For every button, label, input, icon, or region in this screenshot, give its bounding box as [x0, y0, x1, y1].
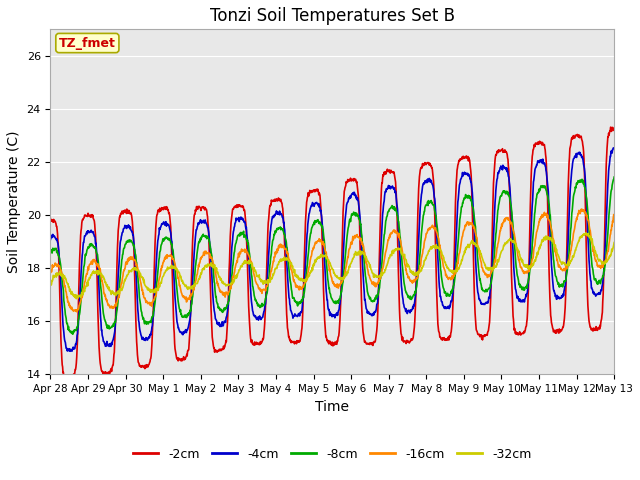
-8cm: [159, 238, 166, 244]
Line: -32cm: -32cm: [51, 233, 614, 299]
-16cm: [578, 206, 586, 212]
-8cm: [172, 279, 180, 285]
-8cm: [611, 174, 618, 180]
-16cm: [236, 254, 243, 260]
-4cm: [494, 171, 502, 177]
-8cm: [69, 331, 77, 337]
-4cm: [544, 181, 552, 187]
Y-axis label: Soil Temperature (C): Soil Temperature (C): [7, 131, 21, 273]
-32cm: [47, 280, 54, 286]
-2cm: [159, 205, 166, 211]
-32cm: [420, 258, 428, 264]
-4cm: [236, 219, 243, 225]
-4cm: [611, 145, 618, 151]
-8cm: [494, 208, 502, 214]
-2cm: [544, 196, 552, 202]
-32cm: [582, 230, 589, 236]
-32cm: [611, 240, 618, 245]
Line: -4cm: -4cm: [51, 148, 614, 351]
-16cm: [494, 241, 502, 247]
-8cm: [47, 247, 54, 252]
Legend: -2cm, -4cm, -8cm, -16cm, -32cm: -2cm, -4cm, -8cm, -16cm, -32cm: [128, 443, 536, 466]
-4cm: [610, 145, 618, 151]
-32cm: [236, 267, 243, 273]
-16cm: [159, 263, 166, 268]
-2cm: [607, 124, 614, 130]
X-axis label: Time: Time: [316, 400, 349, 414]
-2cm: [494, 148, 502, 154]
Line: -16cm: -16cm: [51, 209, 614, 312]
-16cm: [611, 212, 618, 218]
-16cm: [47, 270, 54, 276]
-2cm: [64, 376, 72, 382]
-4cm: [47, 237, 54, 242]
-2cm: [611, 127, 618, 132]
-16cm: [172, 267, 180, 273]
Line: -8cm: -8cm: [51, 177, 614, 334]
Text: TZ_fmet: TZ_fmet: [59, 36, 116, 49]
-32cm: [494, 259, 502, 265]
-2cm: [47, 216, 54, 222]
-16cm: [420, 240, 428, 246]
-2cm: [236, 203, 243, 209]
-2cm: [420, 162, 428, 168]
-8cm: [420, 209, 428, 215]
Title: Tonzi Soil Temperatures Set B: Tonzi Soil Temperatures Set B: [210, 7, 455, 25]
Line: -2cm: -2cm: [51, 127, 614, 379]
-8cm: [236, 231, 243, 237]
-16cm: [73, 309, 81, 315]
-2cm: [172, 353, 180, 359]
-8cm: [544, 192, 552, 198]
-4cm: [172, 310, 180, 315]
-4cm: [420, 180, 428, 186]
-32cm: [172, 266, 180, 272]
-16cm: [544, 212, 552, 218]
-4cm: [67, 348, 74, 354]
-32cm: [159, 275, 166, 280]
-32cm: [544, 234, 552, 240]
-32cm: [72, 296, 80, 301]
-4cm: [159, 221, 166, 227]
